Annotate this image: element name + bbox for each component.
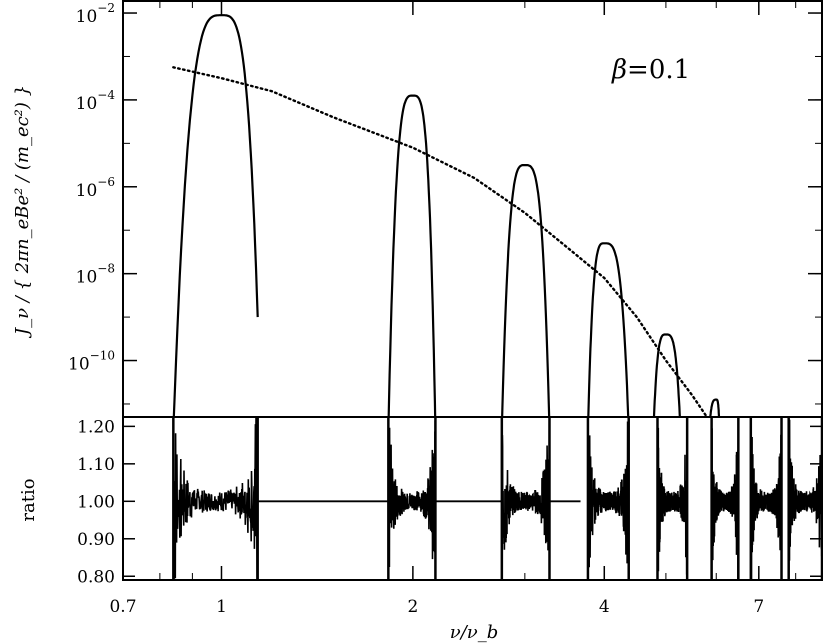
top-ylabel: J_ν / { 2πn_eBe² / (m_ec²) } [12, 85, 33, 339]
ratio-tick-label: 0.90 [77, 530, 115, 550]
x-tick-label: 0.7 [109, 597, 136, 617]
harmonic-6-line [709, 398, 721, 417]
y-tick-label: 10−4 [76, 88, 116, 114]
harmonic-1-line [172, 14, 259, 417]
harmonic-4-line [587, 242, 630, 417]
ratio-segment-7 [750, 434, 783, 580]
ratio-segment-4 [587, 421, 630, 580]
ratio-segment-5 [656, 420, 688, 580]
y-tick-label: 10−6 [76, 175, 115, 201]
top-panel-frame [122, 0, 823, 418]
ratio-segment-1 [172, 417, 259, 580]
axis-labels: 0.7 1 2 4 7 J_ν / { 2πn_eBe² / (m_ec²) } ratio… [12, 85, 764, 643]
harmonic-2-line [387, 94, 437, 417]
ratio-tick-label: 1.10 [77, 455, 115, 475]
x-tick-label: 2 [407, 597, 418, 617]
bottom-xlabel: ν/ν_b [450, 622, 498, 643]
ratio-segment-6 [710, 417, 740, 580]
beta-annotation: β=0.1 [611, 55, 690, 85]
ratio-segment-2 [387, 420, 437, 568]
bottom-ylabel: ratio [18, 478, 39, 521]
ratio-segment-3 [501, 417, 551, 580]
bottom-panel: 1.20 1.10 1.00 0.90 0.80 [77, 416, 823, 587]
x-tick-label: 4 [599, 597, 610, 617]
top-panel: 10−2 10−4 10−6 10−8 10−10 β=0.1 [68, 0, 823, 418]
x-tick-label: 1 [216, 597, 227, 617]
x-tick-label: 7 [753, 597, 764, 617]
harmonic-5-line [652, 333, 681, 417]
harmonic-lines [172, 14, 721, 417]
y-tick-label: 10−8 [76, 262, 115, 288]
ratio-segment-8 [787, 419, 822, 580]
ratio-tick-label: 1.20 [77, 417, 115, 437]
ratio-tick-label: 1.00 [77, 492, 115, 512]
y-tick-label: 10−2 [76, 1, 115, 27]
ratio-lines [172, 417, 822, 580]
y-tick-label: 10−10 [68, 349, 115, 375]
ratio-tick-label: 0.80 [77, 567, 115, 587]
dotted-series-line [172, 66, 709, 417]
harmonic-3-line [501, 164, 551, 417]
